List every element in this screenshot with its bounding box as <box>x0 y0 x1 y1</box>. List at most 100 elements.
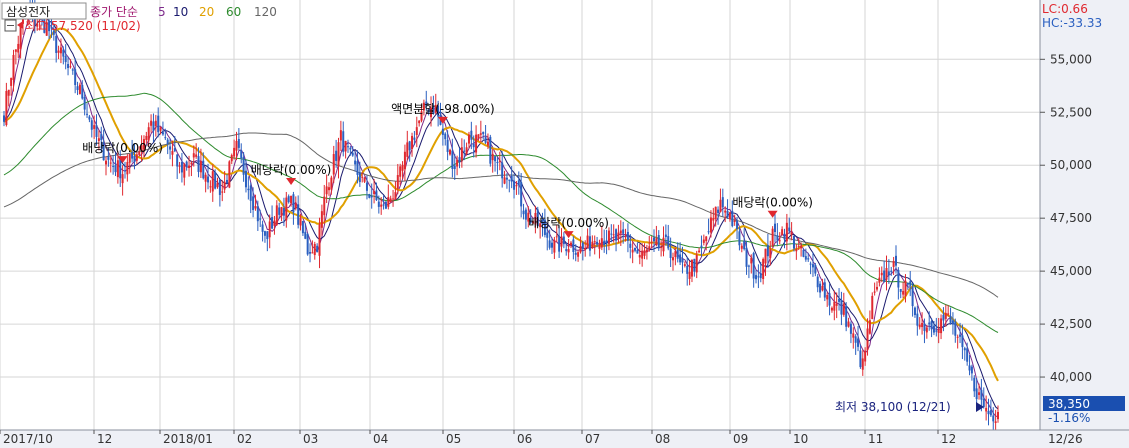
candle-body <box>138 151 141 155</box>
x-tick-label: 07 <box>585 432 600 446</box>
candle-body <box>733 220 736 223</box>
candle-body <box>76 86 79 90</box>
candle-body <box>683 264 686 266</box>
candle-body <box>19 26 22 49</box>
candle-body <box>244 170 247 188</box>
candle-body <box>603 240 606 246</box>
candle-body <box>740 245 743 249</box>
candle-body <box>259 218 262 220</box>
candle-body <box>159 127 162 131</box>
candle-body <box>868 320 871 334</box>
candle-body <box>916 313 919 326</box>
candle-body <box>532 221 535 224</box>
candle-body <box>448 149 451 155</box>
candle-body <box>399 166 402 177</box>
candle-body <box>524 209 527 220</box>
candle-body <box>861 358 864 370</box>
candle-body <box>792 236 795 249</box>
candle-body <box>622 229 625 234</box>
candle-body <box>188 165 191 169</box>
candle-body <box>994 421 997 423</box>
candle-body <box>432 106 435 114</box>
candle-body <box>757 276 760 278</box>
candle-body <box>14 49 17 52</box>
candle-body <box>840 299 843 315</box>
candle-body <box>937 329 940 334</box>
annotation-arrow-icon <box>563 231 574 239</box>
candle-body <box>885 268 888 280</box>
candle-body <box>764 248 767 264</box>
candle-body <box>586 235 589 249</box>
candle-body <box>864 350 867 362</box>
candle-body <box>214 171 217 189</box>
candle-body <box>700 245 703 248</box>
candle-body <box>486 141 489 146</box>
candle-body <box>802 249 805 257</box>
candle-body <box>947 313 950 315</box>
candle-body <box>935 330 938 332</box>
candle-body <box>755 275 758 280</box>
candle-body <box>956 336 959 338</box>
candle-body <box>809 263 812 265</box>
candle-body <box>686 265 689 274</box>
candle-body <box>959 334 962 337</box>
candle-body <box>380 204 383 207</box>
candle-body <box>268 221 271 238</box>
candle-body <box>456 159 459 167</box>
candle-body <box>904 280 907 296</box>
candle-body <box>128 153 131 163</box>
candle-body <box>202 160 205 179</box>
candle-body <box>669 248 672 258</box>
x-tick-label: 03 <box>303 432 318 446</box>
candle-body <box>928 322 931 325</box>
y-tick-label: 50,000 <box>1050 158 1092 172</box>
candle-body <box>192 153 195 158</box>
candle-body <box>112 165 115 167</box>
candle-body <box>814 265 817 274</box>
candle-body <box>119 159 122 179</box>
candle-body <box>766 245 769 257</box>
candle-body <box>252 196 255 211</box>
candle-body <box>970 366 973 374</box>
candle-body <box>925 327 928 333</box>
candle-body <box>596 241 599 245</box>
low-label: 최저 38,100 (12/21) <box>835 400 951 414</box>
y-tick-label: 40,000 <box>1050 370 1092 384</box>
candle-body <box>823 282 826 298</box>
candle-body <box>954 321 957 336</box>
candle-body <box>166 139 169 145</box>
candle-body <box>505 177 508 180</box>
candle-body <box>90 120 93 130</box>
candle-body <box>899 288 902 292</box>
candle-body <box>83 97 86 110</box>
x-tick-label: 12 <box>97 432 112 446</box>
candle-body <box>816 276 819 288</box>
candle-body <box>150 120 153 126</box>
candle-body <box>498 160 501 162</box>
candle-body <box>821 285 824 291</box>
candle-body <box>494 156 497 162</box>
stock-name-box[interactable] <box>1 2 87 20</box>
annotation-label: 배당락(0.00%) <box>732 196 813 210</box>
candle-body <box>520 181 523 207</box>
candle-body <box>121 174 124 184</box>
candle-body <box>944 312 947 319</box>
candle-body <box>216 183 219 188</box>
candle-body <box>923 323 926 331</box>
candle-body <box>415 127 418 135</box>
candle-body <box>918 324 921 328</box>
ma-line-10 <box>3 17 999 410</box>
candle-body <box>600 238 603 248</box>
annotation-arrow-icon <box>767 210 778 218</box>
candle-body <box>285 197 288 221</box>
candle-body <box>377 201 380 207</box>
candle-body <box>479 133 482 135</box>
low-arrow-icon <box>976 402 984 412</box>
candle-body <box>460 147 463 161</box>
candle-body <box>370 195 373 198</box>
candle-body <box>275 205 278 225</box>
candle-body <box>842 303 845 315</box>
candle-body <box>503 177 506 184</box>
